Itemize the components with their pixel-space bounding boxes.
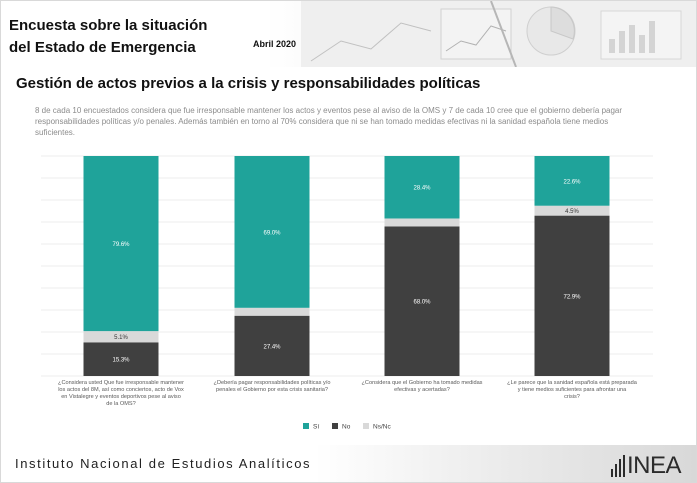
logo-text: INEA (627, 452, 682, 479)
bar-segment-nsnc (234, 307, 310, 316)
bar-group: 15.3% 5.1% 79.6% ¿Considera usted Que fue i… (58, 156, 184, 407)
footer-institute-name: Instituto Nacional de Estudios Analítico… (15, 456, 312, 471)
legend-swatch (363, 423, 369, 429)
data-label-si: 22.6% (563, 179, 581, 185)
data-label-no: 68.0% (413, 300, 431, 306)
logo-bars-icon (611, 455, 625, 477)
slide-subtitle: Gestión de actos previos a la crisis y r… (16, 75, 481, 92)
bar-segment-nsnc (534, 205, 610, 216)
data-label-nsnc: 5.1% (114, 335, 128, 341)
bar-segment-nsnc (83, 331, 159, 343)
bar-group: 27.4% 69.0% ¿Debería pagar responsabilidad… (214, 156, 331, 393)
data-label-si: 28.4% (413, 186, 431, 192)
bar-segment-nsnc (384, 218, 460, 227)
bar-segment-si (534, 156, 610, 206)
legend-item: Ns/Nc (363, 423, 391, 431)
slide-description: 8 de cada 10 encuestados considera que f… (35, 106, 623, 137)
category-label: ¿Debería pagar responsabilidades polític… (214, 380, 331, 393)
legend-swatch (332, 423, 338, 429)
bar-segment-no (83, 342, 159, 376)
report-date: Abril 2020 (253, 39, 297, 49)
data-label-nsnc: 4.5% (565, 209, 579, 215)
bar-segment-no (234, 315, 310, 376)
category-label: ¿Le parece que la sanidad española está … (507, 380, 638, 400)
legend-item: Sí (303, 423, 319, 431)
bar-segment-no (384, 226, 460, 376)
legend-item: No (332, 423, 351, 431)
legend: Sí No Ns/Nc (303, 423, 391, 431)
category-label: ¿Considera que el Gobierno ha tomado med… (362, 380, 483, 393)
bar-segment-si (384, 156, 460, 219)
legend-label: Sí (313, 424, 319, 431)
data-label-si: 69.0% (263, 230, 281, 236)
report-title-line1: Encuesta sobre la situación (9, 17, 208, 34)
header-decoration-image (301, 1, 696, 67)
footer: Instituto Nacional de Estudios Analítico… (1, 445, 696, 482)
bar-segment-si (83, 156, 159, 332)
bar-segment-no (534, 215, 610, 376)
data-label-no: 72.9% (563, 294, 581, 300)
report-title: Encuesta sobre la situación del Estado d… (9, 15, 207, 59)
legend-swatch (303, 423, 309, 429)
legend-label: No (342, 424, 351, 431)
bar-group: 72.9% 4.5% 22.6% ¿Le parece que la sanidad … (507, 156, 638, 400)
data-label-no: 15.3% (112, 358, 130, 364)
category-label: ¿Considera usted Que fue irresponsable m… (58, 380, 184, 407)
data-label-si: 79.6% (112, 242, 130, 248)
inea-logo: INEA (611, 451, 691, 481)
legend-label: Ns/Nc (373, 424, 391, 431)
bar-group: 68.0% 28.4% ¿Considera que el Gobierno ha … (362, 156, 483, 393)
data-label-no: 27.4% (263, 344, 281, 350)
report-title-line2: del Estado de Emergencia (9, 39, 196, 56)
bar-segment-si (234, 156, 310, 308)
